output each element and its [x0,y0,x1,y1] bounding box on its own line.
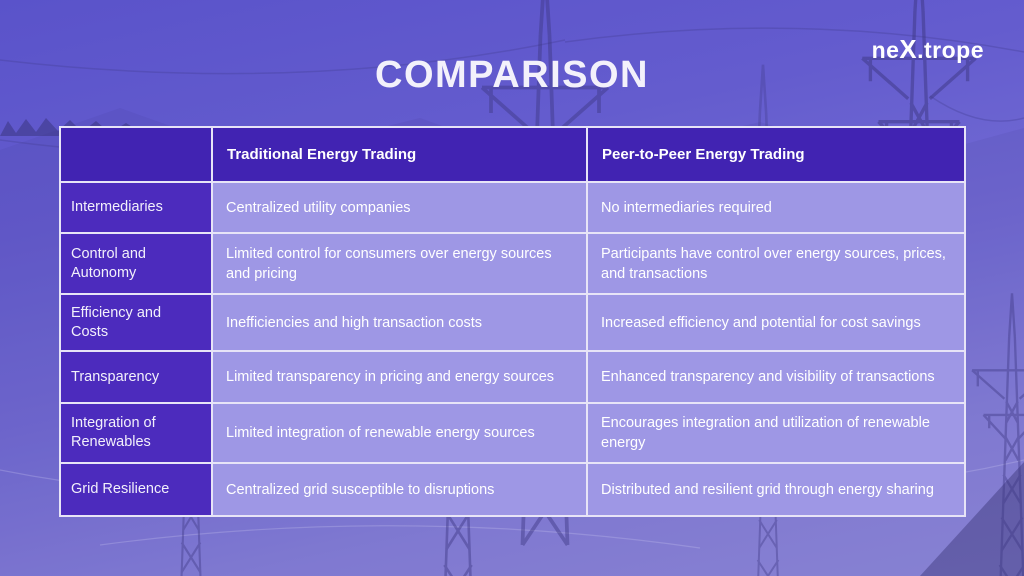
logo-text-x: X [899,36,918,64]
logo-text-pre: ne [871,37,900,63]
row-label-cell: Integration of Renewables [61,404,211,462]
row-label-cell: Transparency [61,352,211,402]
header-corner-cell [61,128,211,181]
p2p-cell: Distributed and resilient grid through e… [588,464,964,515]
header-p2p: Peer-to-Peer Energy Trading [588,128,964,181]
nextrope-logo: neX.trope [872,36,984,65]
page-title: COMPARISON [375,54,649,96]
p2p-cell: Increased efficiency and potential for c… [588,295,964,350]
logo-text-post: trope [924,37,984,63]
p2p-cell: No intermediaries required [588,183,964,232]
row-label-cell: Intermediaries [61,183,211,232]
traditional-cell: Limited integration of renewable energy … [213,404,586,462]
comparison-table: Traditional Energy Trading Peer-to-Peer … [59,126,966,517]
traditional-cell: Inefficiencies and high transaction cost… [213,295,586,350]
traditional-cell: Centralized grid susceptible to disrupti… [213,464,586,515]
traditional-cell: Limited transparency in pricing and ener… [213,352,586,402]
header-traditional: Traditional Energy Trading [213,128,586,181]
row-label-cell: Efficiency and Costs [61,295,211,350]
p2p-cell: Participants have control over energy so… [588,234,964,293]
p2p-cell: Encourages integration and utilization o… [588,404,964,462]
row-label-cell: Grid Resilience [61,464,211,515]
logo-text-dot: . [917,37,924,63]
row-label-cell: Control and Autonomy [61,234,211,293]
traditional-cell: Centralized utility companies [213,183,586,232]
traditional-cell: Limited control for consumers over energ… [213,234,586,293]
p2p-cell: Enhanced transparency and visibility of … [588,352,964,402]
